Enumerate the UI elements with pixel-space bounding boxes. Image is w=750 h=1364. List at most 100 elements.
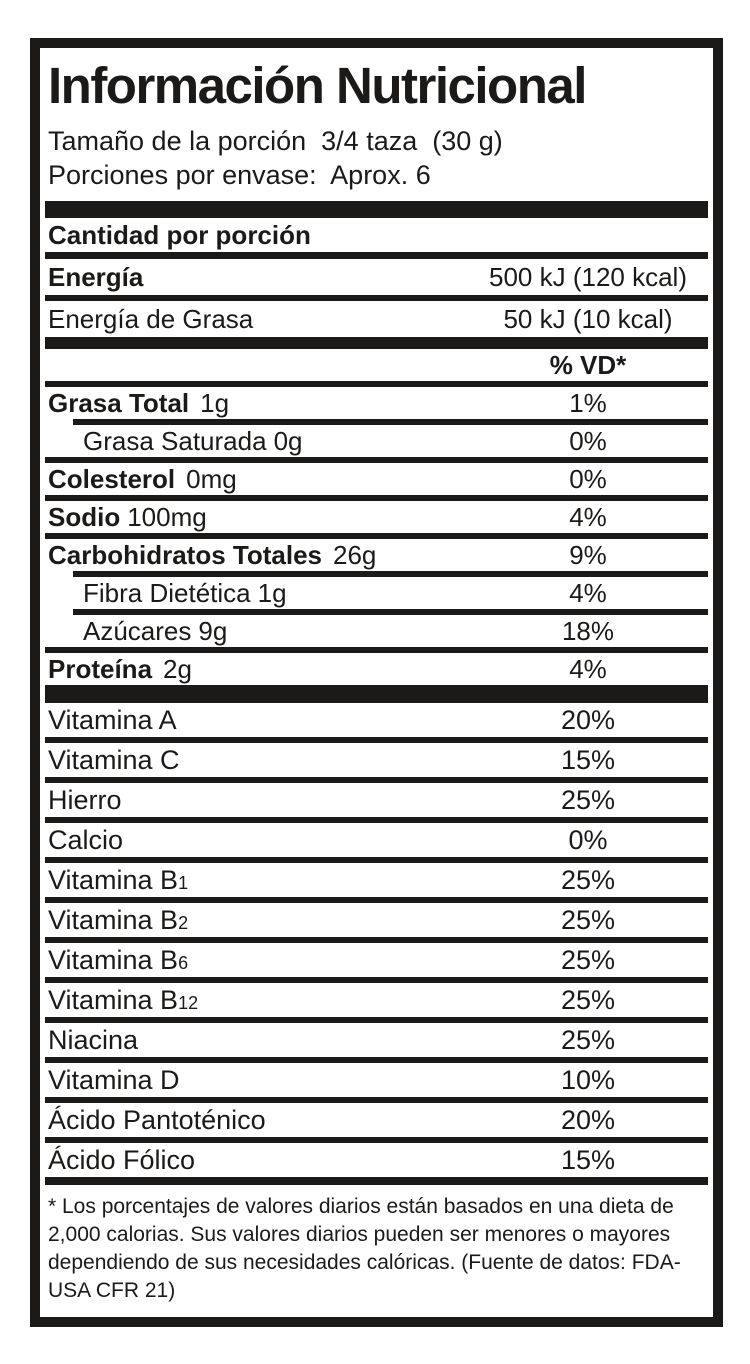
row-divider [45,295,708,301]
row-folic-acid: Ácido Fólico 15% [45,1143,708,1177]
protein-amount: 2g [163,653,192,684]
vitamin-b12-label: Vitamina B [48,984,179,1015]
row-vitamin-d: Vitamina D 10% [45,1063,708,1097]
energy-value: 500 kJ (120 kcal) [489,261,687,292]
row-divider [45,897,708,903]
row-vitamin-b6: Vitamina B6 25% [45,943,708,977]
energy-fat-label: Energía de Grasa [48,303,254,334]
label-title: Información Nutricional [48,57,587,114]
nutrition-label: Información Nutricional Tamaño de la por… [30,38,723,1327]
row-pantothenic-acid: Ácido Pantoténico 20% [45,1103,708,1137]
niacin-label: Niacina [48,1024,139,1055]
row-divider [45,857,708,863]
saturated-fat-dv: 0% [569,425,607,456]
pantothenic-acid-label: Ácido Pantoténico [48,1104,266,1135]
row-divider [45,737,708,743]
protein-dv: 4% [569,653,607,684]
iron-dv: 25% [560,784,616,815]
row-divider [45,252,708,259]
row-divider [45,1097,708,1103]
pantothenic-acid-dv: 20% [560,1104,616,1135]
energy-fat-value: 50 kJ (10 kcal) [503,303,673,334]
saturated-fat-label: Grasa Saturada [83,425,267,456]
folic-acid-dv: 15% [560,1144,616,1175]
sodium-amount: 100mg [127,501,207,532]
energy-label: Energía [48,261,144,292]
vitamin-b2-dv: 25% [560,904,616,935]
daily-value-header-row: % VD* [45,349,708,381]
protein-label: Proteína [48,653,153,684]
vitamin-c-label: Vitamina C [48,744,180,775]
row-divider-indented [73,419,708,425]
total-carbohydrate-dv: 9% [569,539,607,570]
sugars-label: Azúcares [83,615,192,646]
row-total-fat: Grasa Total 1g 1% [45,387,708,419]
total-fat-label: Grasa Total [48,387,190,418]
row-cholesterol: Colesterol 0mg 0% [45,463,708,495]
row-niacin: Niacina 25% [45,1023,708,1057]
section-bar-top [45,201,708,218]
daily-value-header: % VD* [549,349,627,380]
row-divider [45,381,708,387]
sodium-dv: 4% [569,501,607,532]
iron-label: Hierro [48,784,122,815]
total-carbohydrate-label: Carbohidratos Totales [48,539,323,570]
total-carbohydrate-amount: 26g [333,539,377,570]
cholesterol-dv: 0% [569,463,607,494]
vitamin-b1-subscript: 1 [178,872,189,893]
row-divider [45,937,708,943]
row-divider [45,495,708,501]
row-divider [45,457,708,463]
serving-size: Tamaño de la porción 3/4 taza (30 g) [48,126,503,156]
folic-acid-label: Ácido Fólico [48,1144,196,1175]
row-divider [45,777,708,783]
amount-per-serving-header: Cantidad por porción [45,218,708,252]
section-bar-mid [45,337,708,349]
row-vitamin-b12: Vitamina B12 25% [45,983,708,1017]
row-sugars: Azúcares 9g 18% [45,615,708,647]
dietary-fiber-dv: 4% [569,577,607,608]
servings-per-container: Porciones por envase: Aprox. 6 [48,160,431,190]
vitamin-b12-subscript: 12 [178,992,199,1013]
footnote-divider [45,1177,708,1185]
row-divider [45,977,708,983]
row-divider [45,1137,708,1143]
sodium-label: Sodio [48,501,121,532]
row-divider-indented [73,571,708,577]
daily-value-footnote: * Los porcentajes de valores diarios est… [48,1195,681,1302]
cholesterol-amount: 0mg [186,463,237,494]
row-divider [45,533,708,539]
row-vitamin-b1: Vitamina B1 25% [45,863,708,897]
section-bar-vitamins [45,685,708,703]
cholesterol-label: Colesterol [48,463,176,494]
row-saturated-fat: Grasa Saturada 0g 0% [45,425,708,457]
row-vitamin-a: Vitamina A 20% [45,703,708,737]
row-vitamin-b2: Vitamina B2 25% [45,903,708,937]
vitamin-b2-label: Vitamina B [48,904,179,935]
vitamin-a-dv: 20% [560,704,616,735]
vitamin-d-label: Vitamina D [48,1064,180,1095]
vitamin-b6-subscript: 6 [178,952,189,973]
row-energy: Energía 500 kJ (120 kcal) [45,259,708,295]
saturated-fat-amount: 0g [273,425,303,456]
row-energy-from-fat: Energía de Grasa 50 kJ (10 kcal) [45,301,708,337]
vitamin-c-dv: 15% [560,744,616,775]
serving-info: Tamaño de la porción 3/4 taza (30 g) Por… [48,124,708,192]
vitamin-a-label: Vitamina A [48,704,177,735]
vitamin-b2-subscript: 2 [178,912,189,933]
row-total-carbohydrate: Carbohidratos Totales 26g 9% [45,539,708,571]
row-divider [45,817,708,823]
row-protein: Proteína 2g 4% [45,653,708,685]
vitamin-b12-dv: 25% [560,984,616,1015]
row-calcium: Calcio 0% [45,823,708,857]
calcium-dv: 0% [568,824,608,855]
dietary-fiber-label: Fibra Dietética [83,577,251,608]
vitamin-d-dv: 10% [560,1064,616,1095]
total-fat-dv: 1% [569,387,607,418]
row-sodium: Sodio 100mg 4% [45,501,708,533]
vitamin-b6-dv: 25% [560,944,616,975]
amount-per-serving-label: Cantidad por porción [48,219,311,250]
row-divider [45,1017,708,1023]
vitamin-b6-label: Vitamina B [48,944,179,975]
vitamin-b1-label: Vitamina B [48,864,179,895]
